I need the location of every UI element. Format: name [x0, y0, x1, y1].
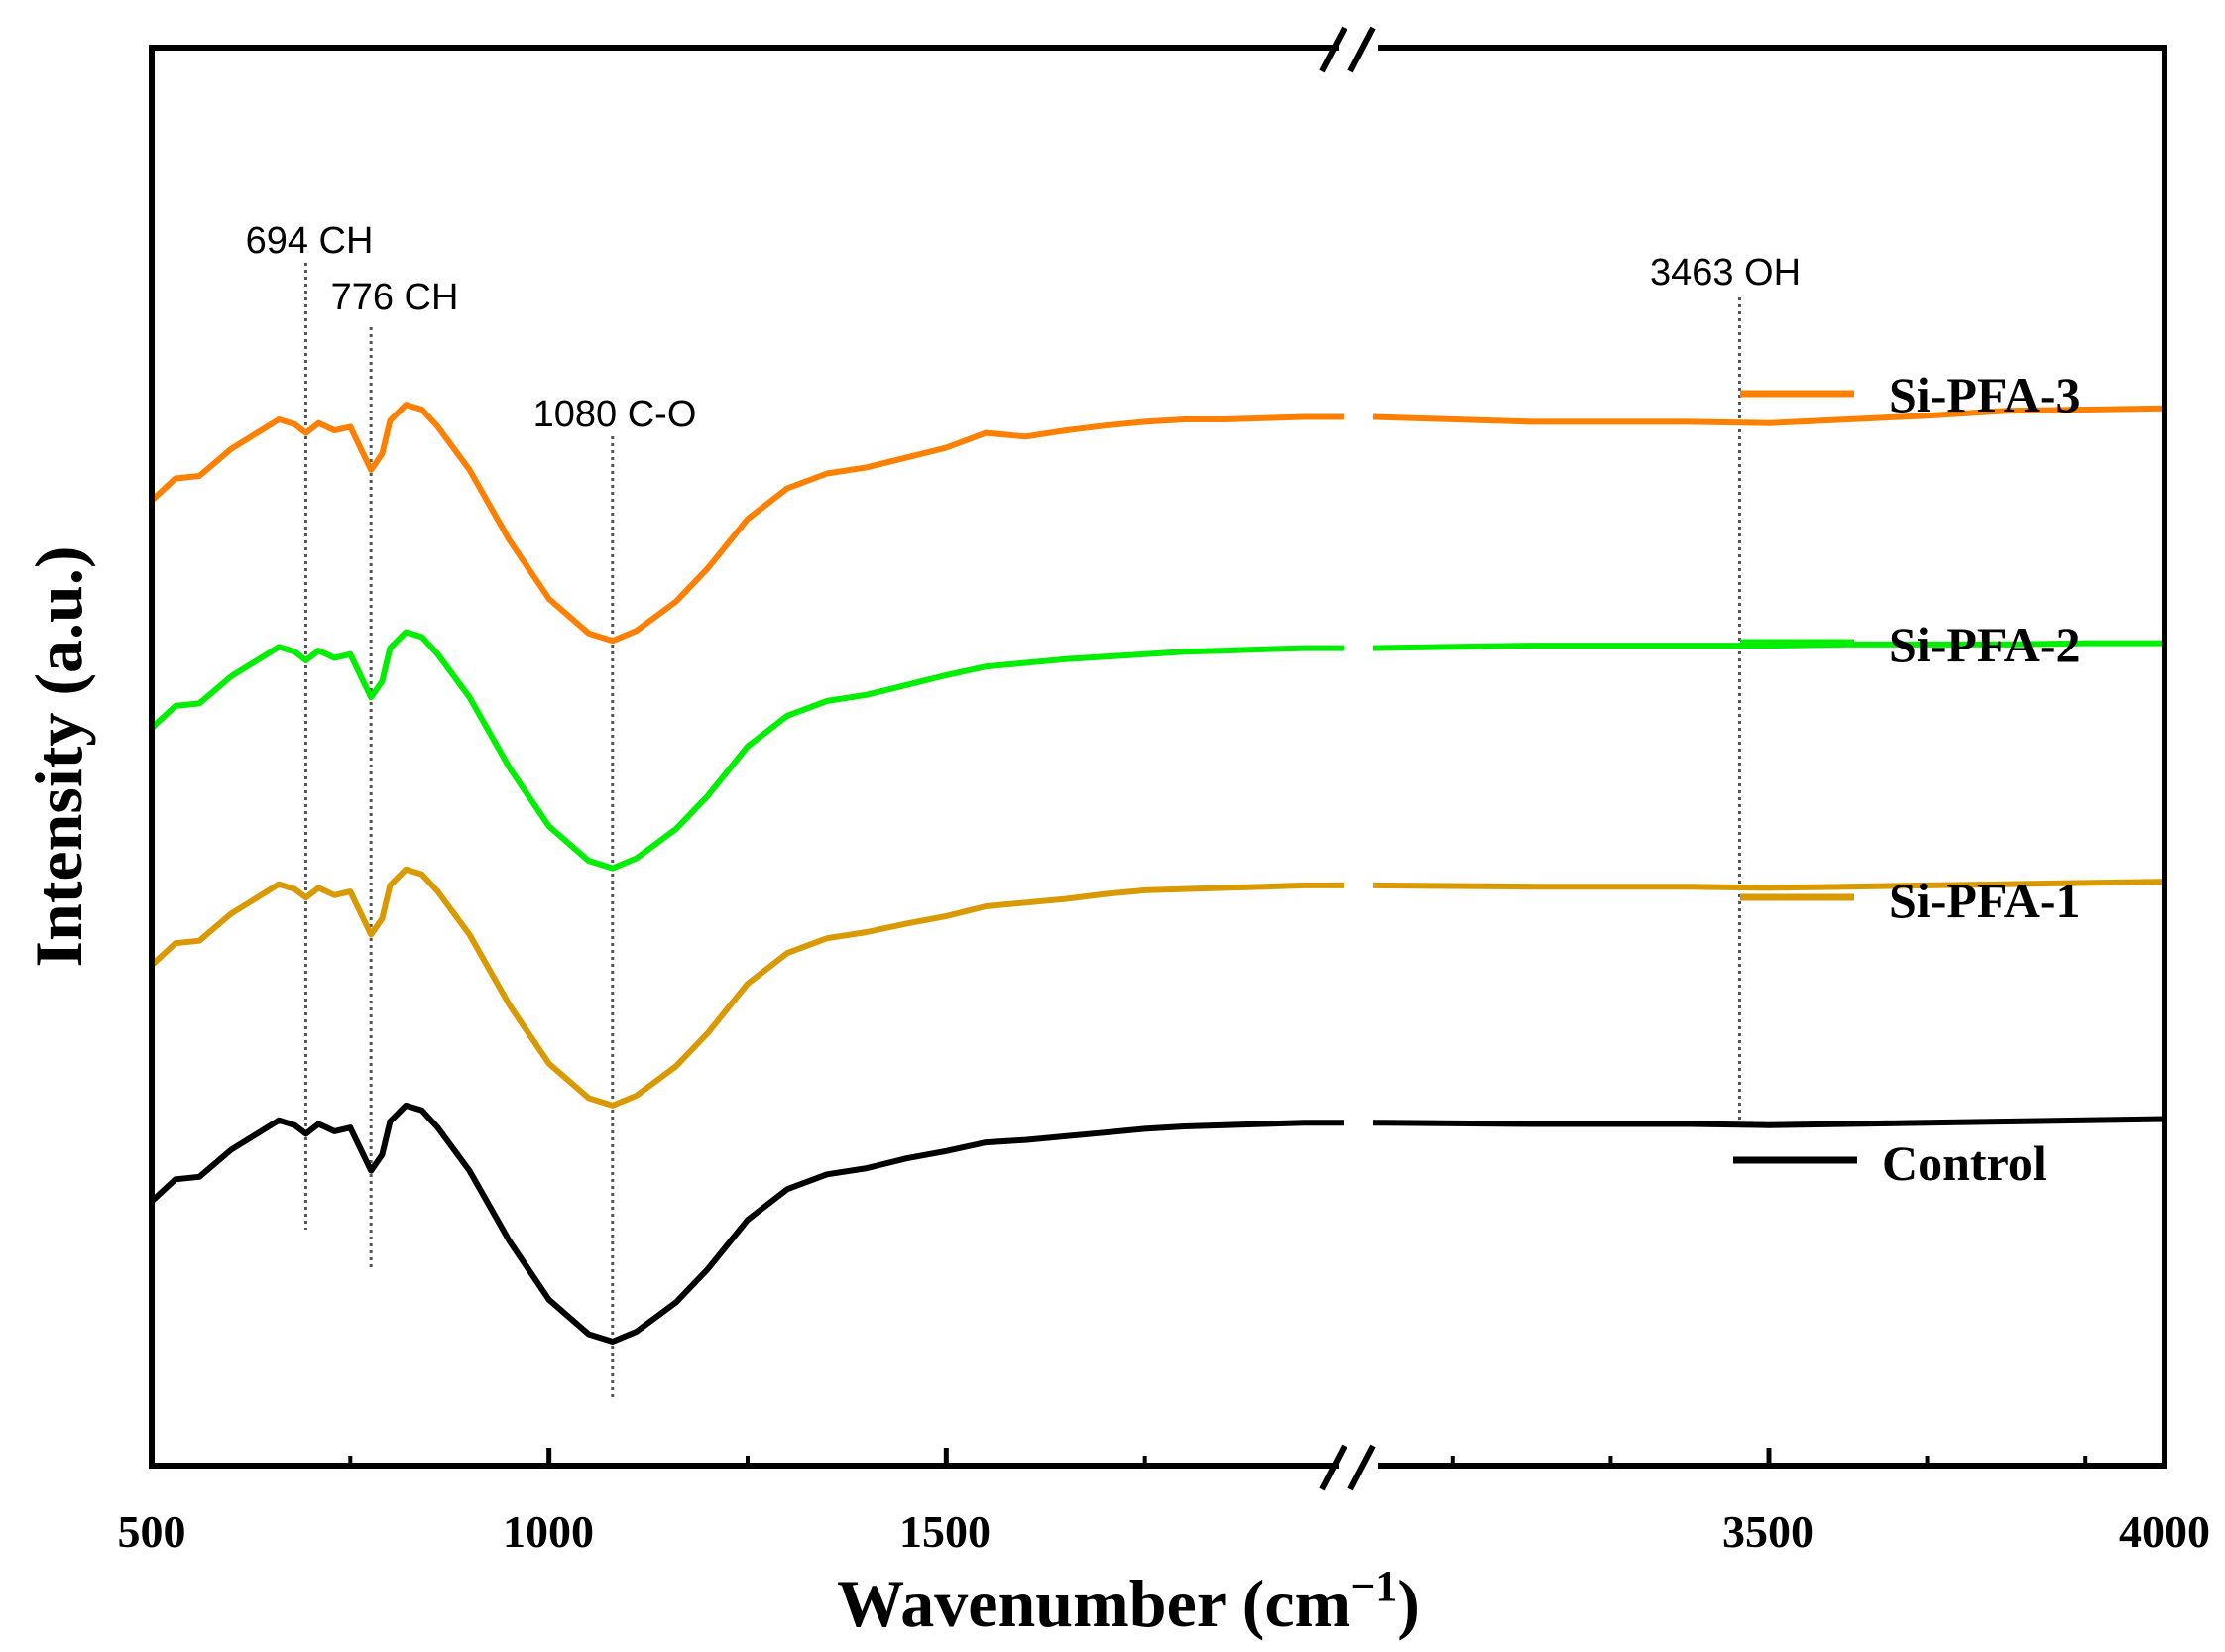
- x-tick-label: 1000: [503, 1506, 594, 1557]
- legend-label: Si-PFA-3: [1889, 367, 2080, 422]
- annotation-label: 3463 OH: [1650, 252, 1801, 294]
- x-axis-ticks: [149, 1448, 2167, 1466]
- legend-item: Si-PFA-3: [1740, 367, 2080, 422]
- series-line-control-right: [1372, 1116, 2166, 1128]
- x-tick-label: 500: [118, 1506, 186, 1557]
- legend-item: Si-PFA-1: [1740, 873, 2080, 928]
- series-line-si-pfa-1-left: [149, 866, 1344, 1109]
- annotation-guide-lines: [303, 263, 1741, 1398]
- series-lines: [149, 402, 2166, 1345]
- legend-item: Si-PFA-2: [1740, 617, 2080, 672]
- legend-label: Control: [1882, 1135, 2047, 1191]
- axis-break-bottom: [1319, 1444, 1378, 1491]
- series-line-si-pfa-3-right: [1372, 405, 2166, 426]
- axis-break-top: [1319, 26, 1378, 73]
- x-axis-title: Wavenumber (cm−1): [837, 1562, 1420, 1641]
- series-line-si-pfa-1-right: [1372, 879, 2166, 891]
- series-line-si-pfa-3-left: [149, 402, 1344, 645]
- y-axis-title: Intensity (a.u.): [21, 545, 96, 967]
- legend-label: Si-PFA-1: [1889, 873, 2080, 928]
- series-line-control-left: [149, 1102, 1344, 1345]
- x-tick-label: 4000: [2119, 1506, 2210, 1557]
- annotation-label: 776 CH: [331, 277, 459, 318]
- annotation-label: 694 CH: [246, 220, 374, 262]
- x-tick-labels: 500 1000 1500 3500 4000: [118, 1506, 2211, 1557]
- x-tick-label: 3500: [1722, 1506, 1814, 1557]
- annotation-label: 1080 C-O: [533, 394, 697, 435]
- plot-frame: [149, 45, 2167, 1469]
- legend: Si-PFA-3 Si-PFA-2 Si-PFA-1 Control: [1733, 367, 2080, 1191]
- x-tick-label: 1500: [899, 1506, 991, 1557]
- legend-label: Si-PFA-2: [1889, 617, 2080, 672]
- legend-item: Control: [1733, 1135, 2047, 1191]
- annotation-labels: 694 CH 776 CH 1080 C-O 3463 OH: [246, 220, 1801, 435]
- series-line-si-pfa-2-left: [149, 629, 1344, 872]
